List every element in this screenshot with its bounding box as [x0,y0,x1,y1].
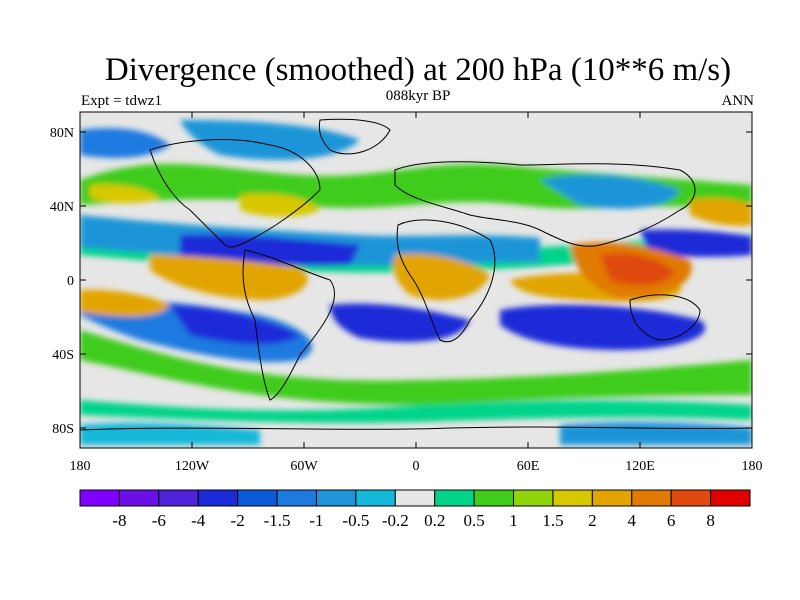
colorbar-label: -8 [112,511,126,530]
colorbar-swatch [276,489,317,507]
colorbar-label: -6 [152,511,166,530]
colorbar-label: -0.2 [382,511,409,530]
colorbar-label: 0.5 [463,511,484,530]
colorbar-label: 1 [509,511,518,530]
colorbar-swatch [158,489,199,507]
colorbar-swatch [591,489,633,507]
colorbar-swatch [79,489,120,507]
colorbar-label: -4 [191,511,206,530]
colorbar-swatch [631,489,672,507]
colorbar-labels: -8 -6 -4 -2 -1.5 -1 -0.5 -0.2 0.2 0.5 1 1.5 2 4 6 8 [112,511,715,530]
colorbar-swatch [670,489,712,507]
lon-label: 0 [413,459,420,474]
divergence-field [80,112,752,448]
colorbar-swatch [355,489,396,507]
lon-label: 180 [70,459,91,474]
lon-label: 120E [625,459,655,474]
figure-title: Divergence (smoothed) at 200 hPa (10**6 … [104,52,732,88]
colorbar [79,489,751,507]
lat-label: 40S [52,348,74,363]
longitude-labels: 180 120W 60W 0 60E 120E 180 [70,459,763,474]
lon-label: 120W [175,459,210,474]
experiment-label: Expt = tdwz1 [81,93,162,109]
colorbar-swatch [197,489,239,507]
colorbar-swatch [118,489,160,507]
lat-label: 40N [50,200,74,215]
colorbar-swatch [513,489,554,507]
colorbar-label: 6 [667,511,676,530]
lon-label: 180 [742,459,763,474]
colorbar-swatch [552,489,593,507]
lat-label: 80S [52,422,74,437]
time-label: 088kyr BP [385,88,451,104]
lat-label: 0 [67,274,74,289]
colorbar-label: -0.5 [342,511,369,530]
map-ticks [79,112,753,448]
colorbar-label: -1.5 [264,511,291,530]
colorbar-swatch [710,489,751,507]
colorbar-swatch [473,489,515,507]
season-label: ANN [721,93,755,109]
colorbar-label: -2 [231,511,245,530]
colorbar-swatch [394,489,436,507]
colorbar-label: -1 [309,511,323,530]
colorbar-swatch [434,489,475,507]
latitude-labels: 80N 40N 0 40S 80S [50,126,74,437]
lat-label: 80N [50,126,74,141]
coastlines [80,118,752,431]
colorbar-label: 8 [706,511,715,530]
colorbar-swatch [237,489,278,507]
lon-label: 60W [290,459,318,474]
colorbar-label: 4 [628,511,637,530]
colorbar-label: 0.2 [424,511,445,530]
lon-label: 60E [517,459,540,474]
colorbar-label: 2 [588,511,597,530]
colorbar-swatch [315,489,357,507]
colorbar-label: 1.5 [542,511,563,530]
